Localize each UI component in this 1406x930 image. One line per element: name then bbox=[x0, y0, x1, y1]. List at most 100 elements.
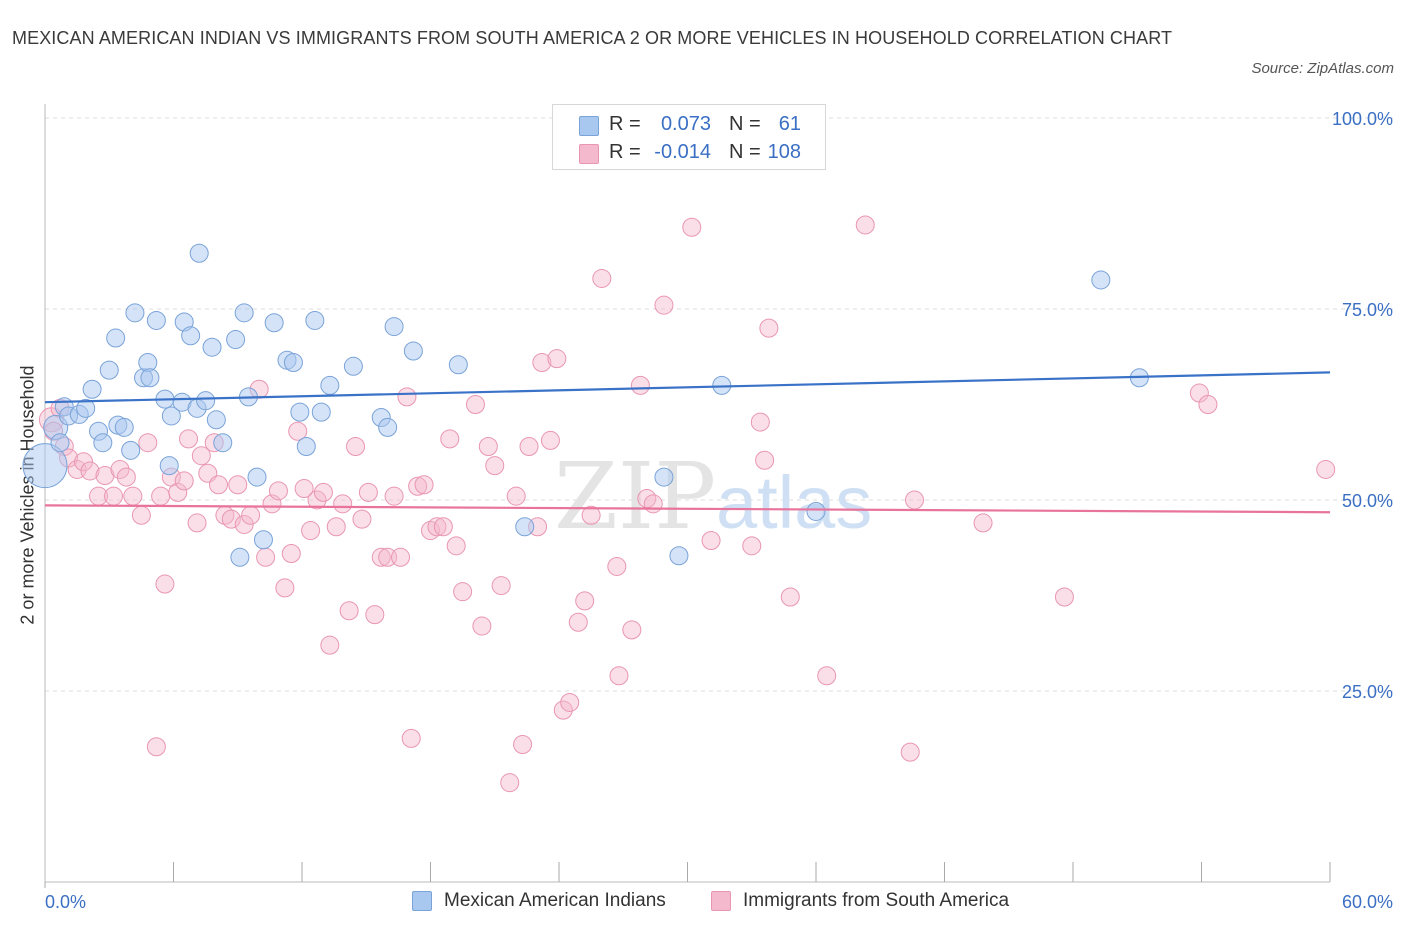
data-point-immigrants bbox=[427, 517, 447, 537]
data-point-immigrants bbox=[371, 547, 391, 567]
data-point-immigrants bbox=[401, 728, 421, 748]
data-point-mexican-american-indians bbox=[384, 317, 404, 337]
source-label: Source: ZipAtlas.com bbox=[1251, 60, 1394, 77]
data-point-immigrants bbox=[485, 456, 505, 476]
data-point-immigrants bbox=[568, 612, 588, 632]
data-point-immigrants bbox=[465, 395, 485, 414]
data-point-immigrants bbox=[759, 318, 779, 338]
data-point-mexican-american-indians bbox=[140, 368, 160, 388]
data-point-immigrants bbox=[288, 421, 308, 441]
data-point-mexican-american-indians bbox=[121, 440, 141, 460]
data-point-mexican-american-indians bbox=[82, 379, 102, 399]
data-point-immigrants bbox=[581, 505, 601, 525]
blue-swatch bbox=[412, 891, 432, 911]
data-point-immigrants bbox=[384, 486, 404, 506]
axes bbox=[44, 104, 1331, 888]
data-point-immigrants bbox=[453, 582, 473, 602]
n-value: 61 bbox=[778, 113, 801, 135]
legend-label: Mexican American Indians bbox=[444, 890, 666, 911]
data-point-mexican-american-indians bbox=[76, 398, 96, 418]
data-point-mexican-american-indians bbox=[806, 501, 826, 521]
data-point-immigrants bbox=[1316, 459, 1336, 479]
trend-line-mexican-american-indians bbox=[44, 371, 1331, 404]
data-point-immigrants bbox=[742, 536, 762, 556]
data-point-mexican-american-indians bbox=[283, 352, 303, 372]
data-point-immigrants bbox=[630, 375, 650, 395]
data-point-immigrants bbox=[750, 412, 770, 432]
data-point-immigrants bbox=[1198, 395, 1218, 414]
data-point-immigrants bbox=[446, 536, 466, 556]
data-point-mexican-american-indians bbox=[515, 517, 535, 537]
data-point-immigrants bbox=[506, 486, 526, 506]
y-tick-labels: 100.0% 75.0% 50.0% 25.0% bbox=[1332, 109, 1393, 702]
data-point-mexican-american-indians bbox=[305, 310, 325, 330]
data-point-mexican-american-indians bbox=[296, 437, 316, 457]
data-point-mexican-american-indians bbox=[146, 310, 166, 330]
data-point-immigrants bbox=[513, 734, 533, 754]
data-point-mexican-american-indians bbox=[125, 303, 145, 323]
data-point-immigrants bbox=[301, 521, 321, 541]
data-point-immigrants bbox=[780, 587, 800, 607]
data-point-immigrants bbox=[682, 217, 702, 237]
x-tick-label: 60.0% bbox=[1342, 892, 1393, 912]
r-label: R = bbox=[609, 141, 641, 163]
stats-row-blue: R = 0.073 N = 61 bbox=[553, 111, 825, 139]
data-point-mexican-american-indians bbox=[654, 467, 674, 487]
data-point-mexican-american-indians bbox=[22, 443, 68, 489]
n-value: 108 bbox=[767, 141, 801, 163]
x-tick-label: 0.0% bbox=[45, 892, 86, 912]
data-point-immigrants bbox=[146, 737, 166, 757]
data-point-immigrants bbox=[397, 387, 417, 407]
data-point-immigrants bbox=[74, 452, 94, 472]
stats-row-pink: R = -0.014 N = 108 bbox=[553, 139, 825, 167]
data-point-immigrants bbox=[187, 513, 207, 533]
data-point-immigrants bbox=[131, 505, 151, 525]
data-point-mexican-american-indians bbox=[189, 243, 209, 263]
data-point-immigrants bbox=[755, 450, 775, 470]
data-point-mexican-american-indians bbox=[196, 391, 216, 411]
data-point-mexican-american-indians bbox=[343, 356, 363, 376]
data-point-mexican-american-indians bbox=[378, 417, 398, 437]
data-point-immigrants bbox=[973, 513, 993, 533]
data-point-mexican-american-indians bbox=[234, 303, 254, 323]
data-point-mexican-american-indians bbox=[290, 402, 310, 422]
series-mexican-american-indians-points bbox=[22, 106, 1149, 567]
data-point-immigrants bbox=[326, 517, 346, 537]
n-label: N = bbox=[729, 141, 761, 163]
data-point-immigrants bbox=[532, 352, 552, 372]
data-point-immigrants bbox=[123, 486, 143, 506]
data-point-immigrants bbox=[228, 475, 248, 495]
data-point-immigrants bbox=[491, 576, 511, 596]
data-point-mexican-american-indians bbox=[213, 433, 233, 453]
data-point-immigrants bbox=[575, 591, 595, 611]
data-point-immigrants bbox=[701, 530, 721, 550]
chart-title: MEXICAN AMERICAN INDIAN VS IMMIGRANTS FR… bbox=[12, 28, 1173, 48]
pink-swatch bbox=[579, 144, 599, 164]
data-point-immigrants bbox=[80, 461, 100, 481]
data-point-immigrants bbox=[234, 514, 254, 534]
data-point-immigrants bbox=[1054, 587, 1074, 607]
data-point-immigrants bbox=[208, 475, 228, 495]
data-point-immigrants bbox=[391, 547, 411, 567]
data-point-immigrants bbox=[275, 578, 295, 598]
data-point-immigrants bbox=[294, 479, 314, 499]
data-point-immigrants bbox=[191, 446, 211, 466]
data-point-mexican-american-indians bbox=[311, 402, 331, 422]
data-point-mexican-american-indians bbox=[247, 467, 267, 487]
data-point-immigrants bbox=[478, 437, 498, 457]
data-point-immigrants bbox=[433, 517, 453, 537]
legend-label: Immigrants from South America bbox=[743, 890, 1010, 911]
r-label: R = bbox=[609, 113, 641, 135]
data-point-immigrants bbox=[654, 295, 674, 315]
data-point-immigrants bbox=[609, 666, 629, 686]
series-immigrants-points bbox=[38, 215, 1336, 793]
data-point-mexican-american-indians bbox=[448, 355, 468, 375]
data-point-mexican-american-indians bbox=[159, 456, 179, 476]
data-point-immigrants bbox=[155, 574, 175, 594]
data-point-mexican-american-indians bbox=[253, 530, 273, 550]
data-point-immigrants bbox=[178, 429, 198, 449]
data-point-immigrants bbox=[268, 481, 288, 501]
data-point-immigrants bbox=[643, 494, 663, 514]
n-label: N = bbox=[729, 113, 761, 135]
data-point-immigrants bbox=[151, 486, 171, 506]
